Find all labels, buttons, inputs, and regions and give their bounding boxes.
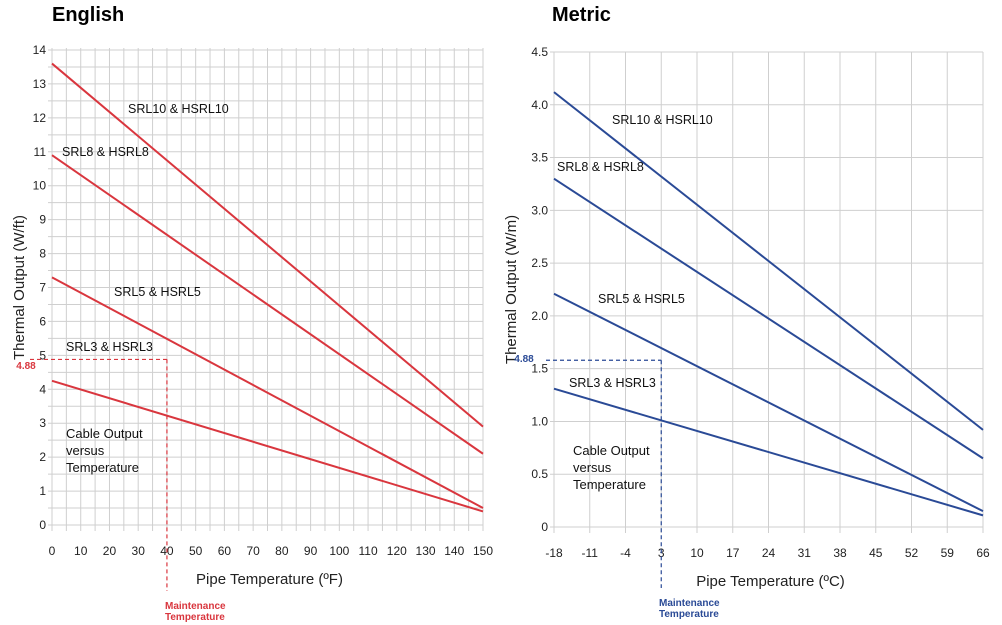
series-line xyxy=(553,387,984,517)
x-tick-label: 80 xyxy=(275,544,289,558)
y-tick-label: 10 xyxy=(33,179,47,193)
chart-title-metric: Metric xyxy=(552,4,611,26)
y-tick-label: 1.0 xyxy=(531,414,548,428)
series-line xyxy=(553,177,984,460)
series-label: SRL3 & HSRL3 xyxy=(569,376,656,390)
x-tick-label: 10 xyxy=(690,546,704,560)
series-line xyxy=(51,62,484,428)
series-label: SRL10 & HSRL10 xyxy=(128,102,229,116)
annotation-text: Temperature xyxy=(573,477,646,492)
y-tick-label: 4 xyxy=(39,382,46,396)
maintenance-temperature-label: Temperature xyxy=(659,609,719,620)
x-tick-label: 10 xyxy=(74,544,88,558)
x-tick-label: 50 xyxy=(189,544,203,558)
annotation-text: Temperature xyxy=(66,460,139,475)
y-tick-label: 13 xyxy=(33,77,47,91)
y-axis-title: Thermal Output (W/ft) xyxy=(11,215,28,360)
y-tick-label: 5 xyxy=(39,348,46,362)
y-tick-label: 1.5 xyxy=(531,362,548,376)
x-tick-label: 90 xyxy=(304,544,318,558)
x-tick-label: 45 xyxy=(869,546,883,560)
x-tick-label: 38 xyxy=(833,546,847,560)
x-axis-title: Pipe Temperature (ºC) xyxy=(696,573,845,590)
x-tick-label: 140 xyxy=(444,544,464,558)
annotation-text: versus xyxy=(66,443,105,458)
x-tick-label: 30 xyxy=(132,544,146,558)
y-tick-label: 2.5 xyxy=(531,256,548,270)
marker-value-label: 4.88 xyxy=(16,361,36,372)
x-tick-label: 110 xyxy=(358,544,377,558)
x-tick-label: -4 xyxy=(620,546,631,560)
y-tick-label: 3 xyxy=(39,416,46,430)
x-tick-label: 66 xyxy=(976,546,990,560)
series-label: SRL5 & HSRL5 xyxy=(598,292,685,306)
y-tick-label: 12 xyxy=(33,111,47,125)
marker-value-label: 4.88 xyxy=(514,354,534,365)
x-tick-label: 24 xyxy=(762,546,776,560)
y-tick-label: 2 xyxy=(39,450,46,464)
y-tick-label: 11 xyxy=(34,145,47,159)
y-tick-label: 3.5 xyxy=(531,151,548,165)
y-tick-label: 4.0 xyxy=(531,98,548,112)
x-tick-label: 0 xyxy=(49,544,56,558)
maintenance-temperature-label: Temperature xyxy=(165,612,225,623)
x-tick-label: -18 xyxy=(545,546,563,560)
y-tick-label: 0.5 xyxy=(531,467,548,481)
series-line xyxy=(51,276,484,509)
series-label: SRL8 & HSRL8 xyxy=(62,145,149,159)
x-tick-label: 120 xyxy=(387,544,407,558)
chart-title-english: English xyxy=(52,4,125,26)
x-tick-label: -11 xyxy=(582,546,599,560)
y-tick-label: 1 xyxy=(39,484,46,498)
y-tick-label: 14 xyxy=(33,43,47,57)
x-axis-title: Pipe Temperature (ºF) xyxy=(196,571,343,588)
x-tick-label: 100 xyxy=(329,544,349,558)
y-tick-label: 3.0 xyxy=(531,203,548,217)
maintenance-temperature-label: Maintenance xyxy=(659,598,720,609)
y-tick-label: 8 xyxy=(39,247,46,261)
x-tick-label: 17 xyxy=(726,546,740,560)
x-tick-label: 31 xyxy=(798,546,812,560)
x-tick-label: 60 xyxy=(218,544,232,558)
series-label: SRL5 & HSRL5 xyxy=(114,285,201,299)
series-line xyxy=(553,292,984,513)
series-label: SRL3 & HSRL3 xyxy=(66,340,153,354)
x-tick-label: 52 xyxy=(905,546,919,560)
y-tick-label: 2.0 xyxy=(531,309,548,323)
annotation-text: Cable Output xyxy=(66,426,143,441)
y-axis-title: Thermal Output (W/m) xyxy=(503,215,520,364)
y-tick-label: 0 xyxy=(541,520,548,534)
series-label: SRL8 & HSRL8 xyxy=(557,160,644,174)
y-tick-label: 7 xyxy=(39,281,46,295)
series-line xyxy=(51,154,484,455)
annotation-text: Cable Output xyxy=(573,443,650,458)
series-line xyxy=(51,379,484,513)
series-line xyxy=(553,91,984,431)
series-label: SRL10 & HSRL10 xyxy=(612,113,713,127)
x-tick-label: 70 xyxy=(246,544,260,558)
y-tick-label: 6 xyxy=(39,314,46,328)
y-tick-label: 0 xyxy=(39,518,46,532)
x-tick-label: 59 xyxy=(941,546,955,560)
x-tick-label: 20 xyxy=(103,544,117,558)
annotation-text: versus xyxy=(573,460,612,475)
x-tick-label: 130 xyxy=(416,544,436,558)
y-tick-label: 4.5 xyxy=(531,45,548,59)
y-tick-label: 9 xyxy=(39,213,46,227)
maintenance-temperature-label: Maintenance xyxy=(165,601,226,612)
x-tick-label: 150 xyxy=(473,544,493,558)
